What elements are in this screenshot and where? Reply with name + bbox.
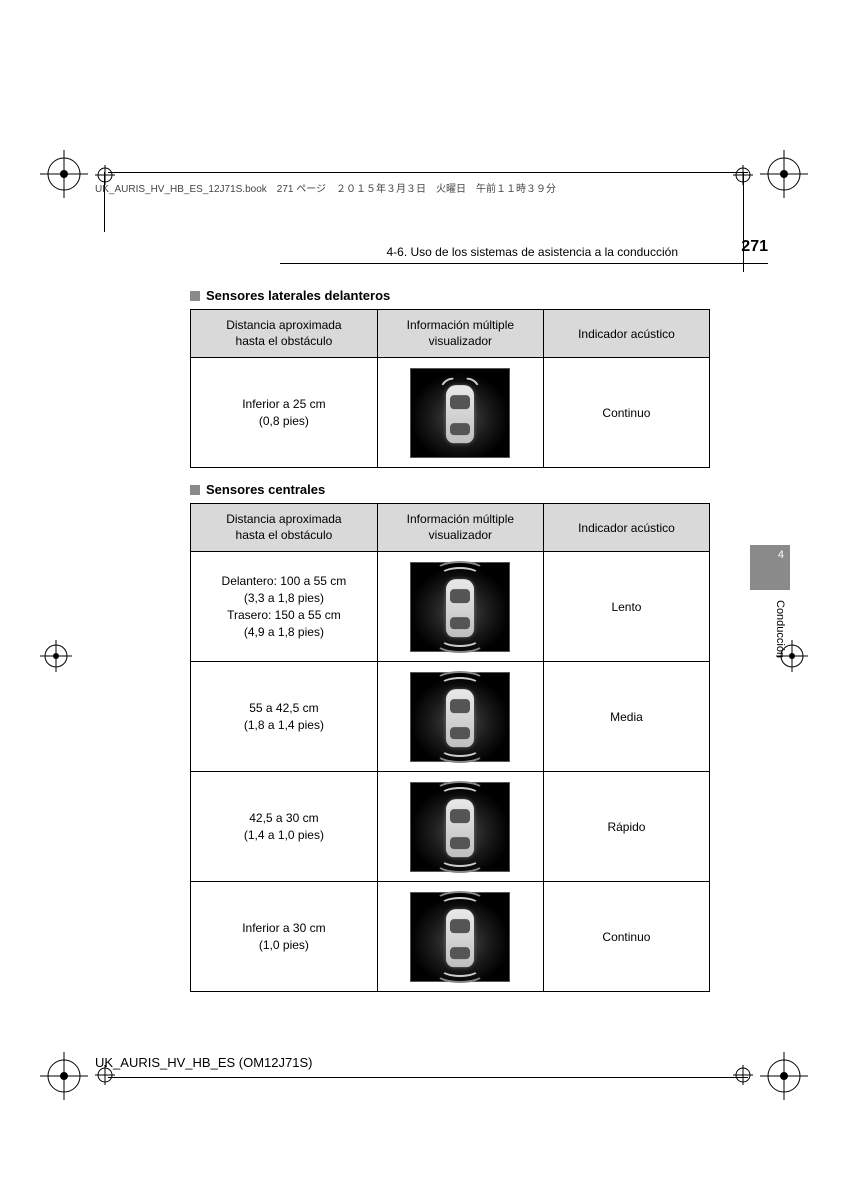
arc-icon [435,671,485,681]
col-indicator: Indicador acústico [543,310,709,358]
table-central-sensors: Distancia aproximada hasta el obstáculo … [190,503,710,992]
cell-distance: Delantero: 100 a 55 cm (3,3 a 1,8 pies) … [191,552,378,662]
crop-mark-tr [760,150,808,198]
arc-icon [435,781,485,791]
section-header: 4-6. Uso de los sistemas de asistencia a… [280,245,768,264]
arc-icon [435,561,485,571]
car-icon [446,385,474,443]
col-display: Información múltiple visualizador [377,310,543,358]
cell-indicator: Continuo [543,358,709,468]
heading-front-side-sensors: Sensores laterales delanteros [190,288,710,303]
col-distance-l1: Distancia aproximada [197,318,371,334]
dist-l2: (1,8 a 1,4 pies) [197,717,371,734]
cell-display-image [377,358,543,468]
cell-display-image [377,662,543,772]
col-display-l2: visualizador [384,334,537,350]
cell-display-image [377,772,543,882]
table-row: Inferior a 25 cm (0,8 pies) Continuo [191,358,710,468]
table-row: 55 a 42,5 cm (1,8 a 1,4 pies) Media [191,662,710,772]
car-icon [446,909,474,967]
crop-mark-ml [40,640,72,672]
heading-text: Sensores laterales delanteros [206,288,390,303]
dist-l2: (0,8 pies) [197,413,371,430]
sensor-display-thumb [410,562,510,652]
square-bullet-icon [190,291,200,301]
col-distance-l1: Distancia aproximada [197,512,371,528]
dist-l1: 42,5 a 30 cm [197,810,371,827]
book-header-line: UK_AURIS_HV_HB_ES_12J71S.book 271 ページ ２０… [95,180,556,195]
cell-display-image [377,552,543,662]
col-distance: Distancia aproximada hasta el obstáculo [191,504,378,552]
section-label: 4-6. Uso de los sistemas de asistencia a… [387,245,679,259]
col-display-l1: Información múltiple [384,318,537,334]
cell-indicator: Rápido [543,772,709,882]
dist-l1: Delantero: 100 a 55 cm [197,573,371,590]
cell-indicator: Media [543,662,709,772]
table-row: Inferior a 30 cm (1,0 pies) Continuo [191,882,710,992]
col-display-l1: Información múltiple [384,512,537,528]
arc-icon [435,863,485,873]
dist-l1: 55 a 42,5 cm [197,700,371,717]
dist-l4: (4,9 a 1,8 pies) [197,624,371,641]
dist-l1: Inferior a 30 cm [197,920,371,937]
sensor-display-thumb [410,672,510,762]
cell-distance: 42,5 a 30 cm (1,4 a 1,0 pies) [191,772,378,882]
sensor-display-thumb [410,782,510,872]
heading-central-sensors: Sensores centrales [190,482,710,497]
cell-distance: 55 a 42,5 cm (1,8 a 1,4 pies) [191,662,378,772]
col-indicator: Indicador acústico [543,504,709,552]
crop-mark-tl [40,150,88,198]
dist-l2: (3,3 a 1,8 pies) [197,590,371,607]
table-row: Delantero: 100 a 55 cm (3,3 a 1,8 pies) … [191,552,710,662]
cell-distance: Inferior a 25 cm (0,8 pies) [191,358,378,468]
sensor-display-thumb [410,892,510,982]
chapter-tab-number: 4 [778,549,784,561]
cell-distance: Inferior a 30 cm (1,0 pies) [191,882,378,992]
crop-mark-br-inner [733,1065,753,1085]
crop-mark-bl [40,1052,88,1100]
arc-icon [435,643,485,653]
chapter-tab-label: Conducción [774,600,786,658]
arc-icon [435,891,485,901]
col-display-l2: visualizador [384,528,537,544]
crop-line-top [108,172,748,173]
crop-mark-br [760,1052,808,1100]
dist-l3: Trasero: 150 a 55 cm [197,607,371,624]
col-distance-l2: hasta el obstáculo [197,528,371,544]
table-front-side-sensors: Distancia aproximada hasta el obstáculo … [190,309,710,468]
col-distance: Distancia aproximada hasta el obstáculo [191,310,378,358]
arc-icon [435,973,485,983]
table-row: 42,5 a 30 cm (1,4 a 1,0 pies) Rápido [191,772,710,882]
square-bullet-icon [190,485,200,495]
cell-indicator: Continuo [543,882,709,992]
dist-l2: (1,4 a 1,0 pies) [197,827,371,844]
dist-l1: Inferior a 25 cm [197,396,371,413]
car-icon [446,799,474,857]
page-content: Sensores laterales delanteros Distancia … [190,280,710,992]
cell-display-image [377,882,543,992]
heading-text: Sensores centrales [206,482,325,497]
crop-line-bottom [108,1077,748,1078]
dist-l2: (1,0 pies) [197,937,371,954]
arc-icon [435,753,485,763]
car-icon [446,579,474,637]
footer-document-code: UK_AURIS_HV_HB_ES (OM12J71S) [95,1055,312,1070]
cell-indicator: Lento [543,552,709,662]
chapter-tab: 4 [750,545,790,590]
sensor-display-thumb [410,368,510,458]
col-display: Información múltiple visualizador [377,504,543,552]
car-icon [446,689,474,747]
col-distance-l2: hasta el obstáculo [197,334,371,350]
page-number: 271 [741,238,768,256]
